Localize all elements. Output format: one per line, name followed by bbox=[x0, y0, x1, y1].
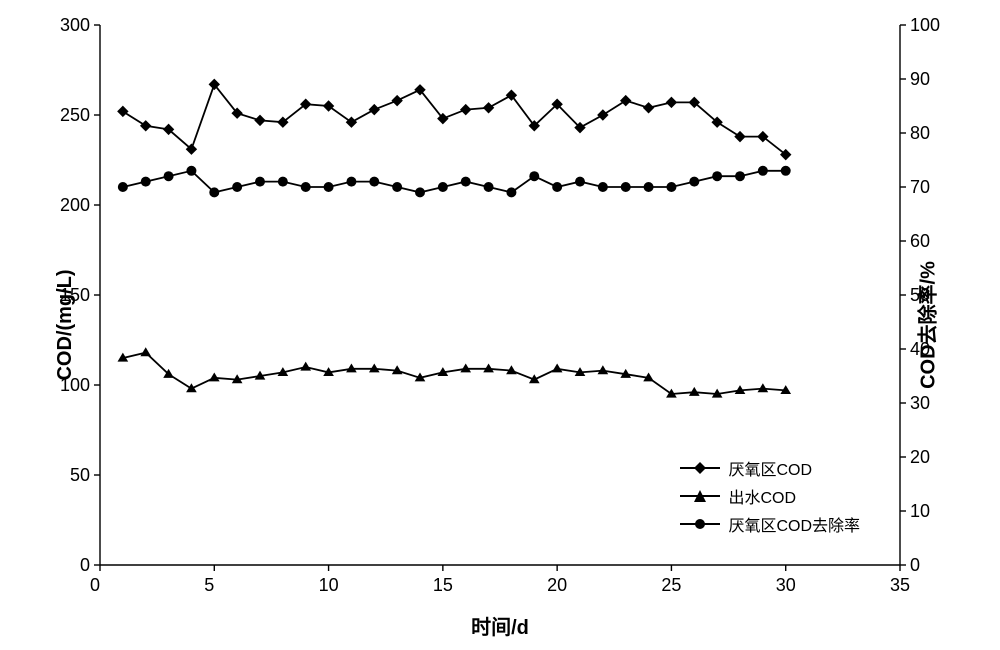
y2-tick-label: 20 bbox=[910, 447, 930, 468]
circle-icon bbox=[694, 518, 706, 530]
x-tick-label: 20 bbox=[547, 575, 567, 596]
legend-line bbox=[680, 523, 720, 525]
x-tick-label: 0 bbox=[90, 575, 100, 596]
x-tick-label: 15 bbox=[433, 575, 453, 596]
y2-tick-label: 0 bbox=[910, 555, 920, 576]
plot-area bbox=[0, 0, 1000, 650]
y1-tick-label: 0 bbox=[80, 555, 90, 576]
x-tick-label: 35 bbox=[890, 575, 910, 596]
y2-tick-label: 90 bbox=[910, 69, 930, 90]
legend-line bbox=[680, 467, 720, 469]
y2-axis-label: COD去除率/% bbox=[912, 261, 941, 389]
legend-label: 厌氧区COD bbox=[728, 456, 812, 480]
y1-tick-label: 100 bbox=[60, 375, 90, 396]
y2-tick-label: 60 bbox=[910, 231, 930, 252]
y2-tick-label: 70 bbox=[910, 177, 930, 198]
y1-tick-label: 50 bbox=[70, 465, 90, 486]
y1-tick-label: 150 bbox=[60, 285, 90, 306]
legend-item: 厌氧区COD去除率 bbox=[680, 512, 860, 536]
legend-item: 出水COD bbox=[680, 484, 860, 508]
y2-tick-label: 80 bbox=[910, 123, 930, 144]
diamond-icon bbox=[694, 462, 706, 474]
legend-label: 厌氧区COD去除率 bbox=[728, 512, 860, 536]
legend-label: 出水COD bbox=[728, 484, 796, 508]
y2-tick-label: 30 bbox=[910, 393, 930, 414]
y2-tick-label: 40 bbox=[910, 339, 930, 360]
y2-tick-label: 10 bbox=[910, 501, 930, 522]
x-axis-label: 时间/d bbox=[471, 611, 529, 640]
x-tick-label: 30 bbox=[776, 575, 796, 596]
y2-tick-label: 100 bbox=[910, 15, 940, 36]
legend-item: 厌氧区COD bbox=[680, 456, 860, 480]
y1-tick-label: 200 bbox=[60, 195, 90, 216]
cod-chart: COD/(mg/L) COD去除率/% 时间/d 051015202530350… bbox=[0, 0, 1000, 650]
legend: 厌氧区COD 出水COD 厌氧区COD去除率 bbox=[680, 456, 860, 540]
x-tick-label: 25 bbox=[661, 575, 681, 596]
x-tick-label: 5 bbox=[204, 575, 214, 596]
y1-tick-label: 300 bbox=[60, 15, 90, 36]
y2-tick-label: 50 bbox=[910, 285, 930, 306]
triangle-icon bbox=[694, 490, 706, 502]
x-tick-label: 10 bbox=[319, 575, 339, 596]
legend-line bbox=[680, 495, 720, 497]
y1-tick-label: 250 bbox=[60, 105, 90, 126]
